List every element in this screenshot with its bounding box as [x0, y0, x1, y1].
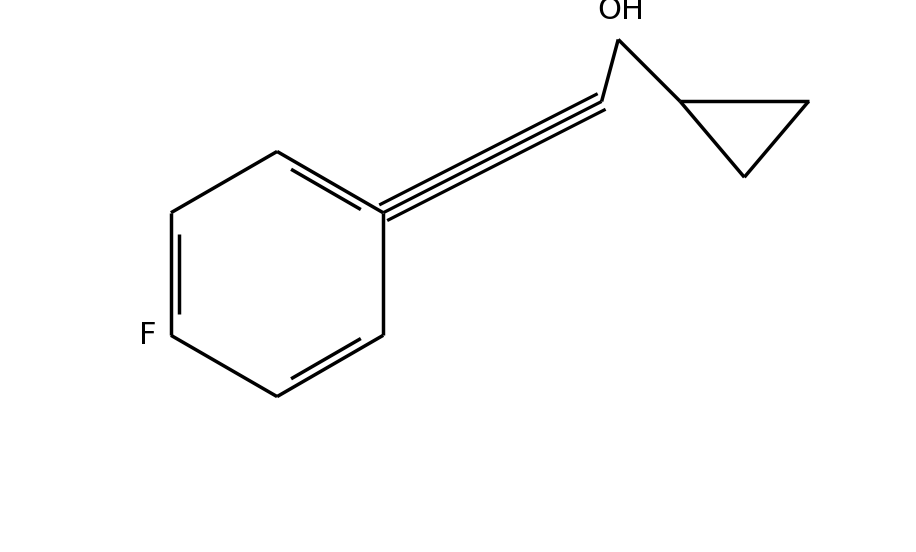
Text: F: F [139, 321, 157, 350]
Text: OH: OH [597, 0, 644, 25]
